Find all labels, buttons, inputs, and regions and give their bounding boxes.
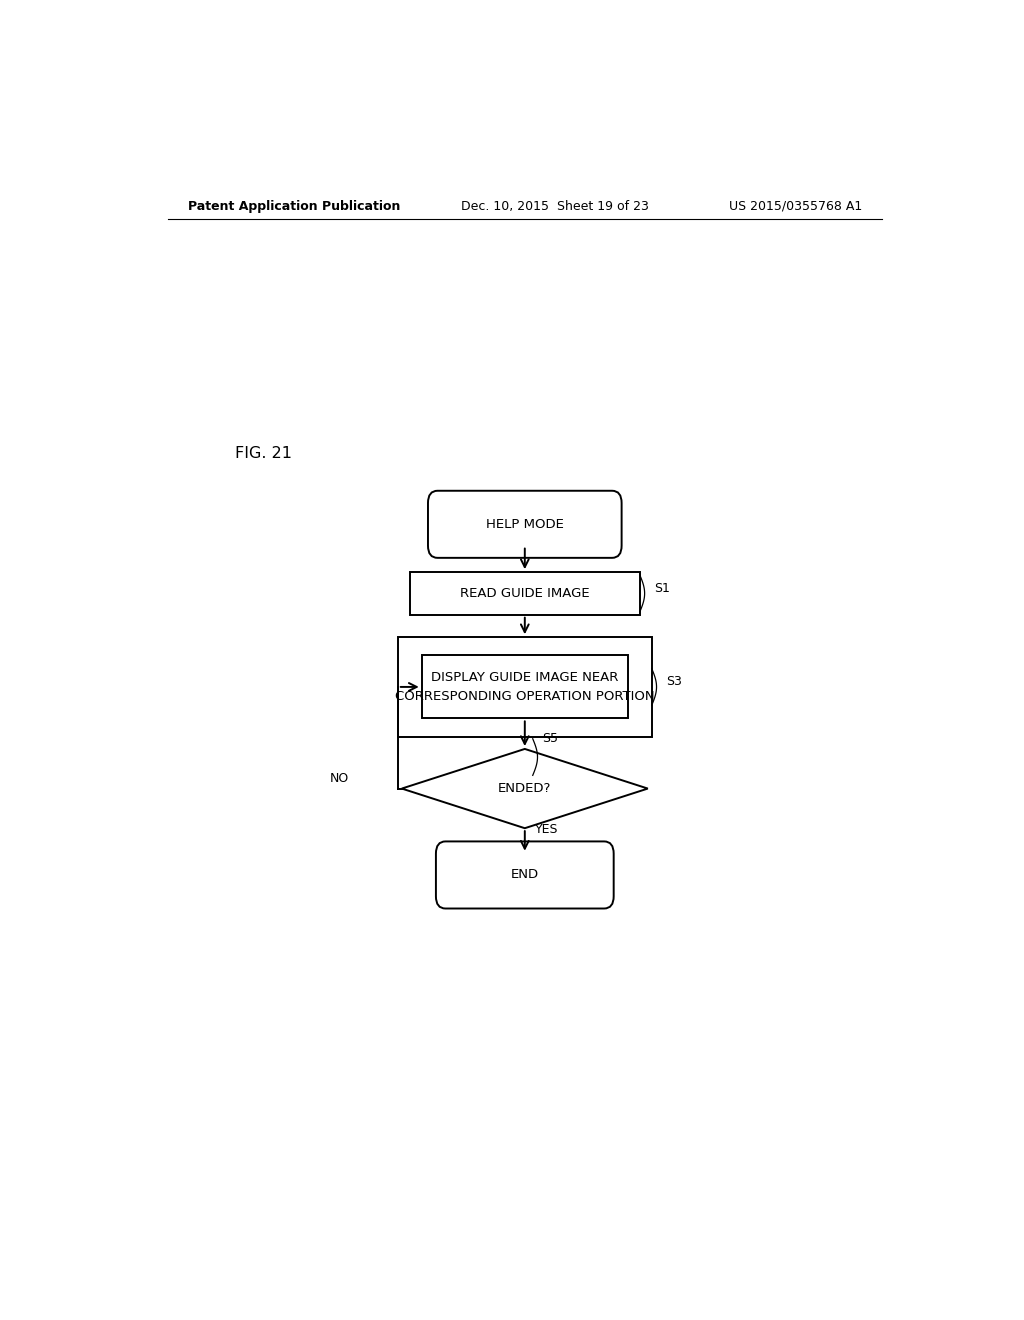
Text: DISPLAY GUIDE IMAGE NEAR
CORRESPONDING OPERATION PORTION: DISPLAY GUIDE IMAGE NEAR CORRESPONDING O… (395, 671, 654, 704)
Text: HELP MODE: HELP MODE (485, 517, 564, 531)
Text: YES: YES (536, 822, 559, 836)
Text: NO: NO (330, 772, 348, 785)
Polygon shape (401, 748, 648, 828)
Text: ENDED?: ENDED? (498, 781, 552, 795)
Text: S3: S3 (666, 676, 682, 688)
Text: S5: S5 (543, 733, 558, 746)
Text: S1: S1 (654, 582, 670, 595)
Text: Dec. 10, 2015  Sheet 19 of 23: Dec. 10, 2015 Sheet 19 of 23 (461, 199, 649, 213)
Text: END: END (511, 869, 539, 882)
Text: Patent Application Publication: Patent Application Publication (187, 199, 400, 213)
FancyBboxPatch shape (436, 841, 613, 908)
Bar (410, 572, 640, 615)
FancyBboxPatch shape (428, 491, 622, 558)
Bar (397, 638, 651, 737)
Bar (422, 656, 628, 718)
Text: FIG. 21: FIG. 21 (236, 446, 292, 461)
Text: US 2015/0355768 A1: US 2015/0355768 A1 (729, 199, 862, 213)
Text: READ GUIDE IMAGE: READ GUIDE IMAGE (460, 587, 590, 599)
